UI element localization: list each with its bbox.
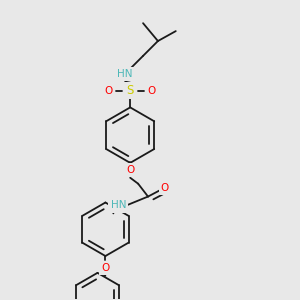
Text: O: O <box>126 165 134 175</box>
Text: HN: HN <box>118 69 133 79</box>
Text: O: O <box>101 263 110 273</box>
Text: S: S <box>127 84 134 97</box>
Text: O: O <box>104 85 112 96</box>
Text: O: O <box>161 183 169 193</box>
Text: HN: HN <box>110 200 126 211</box>
Text: O: O <box>148 85 156 96</box>
